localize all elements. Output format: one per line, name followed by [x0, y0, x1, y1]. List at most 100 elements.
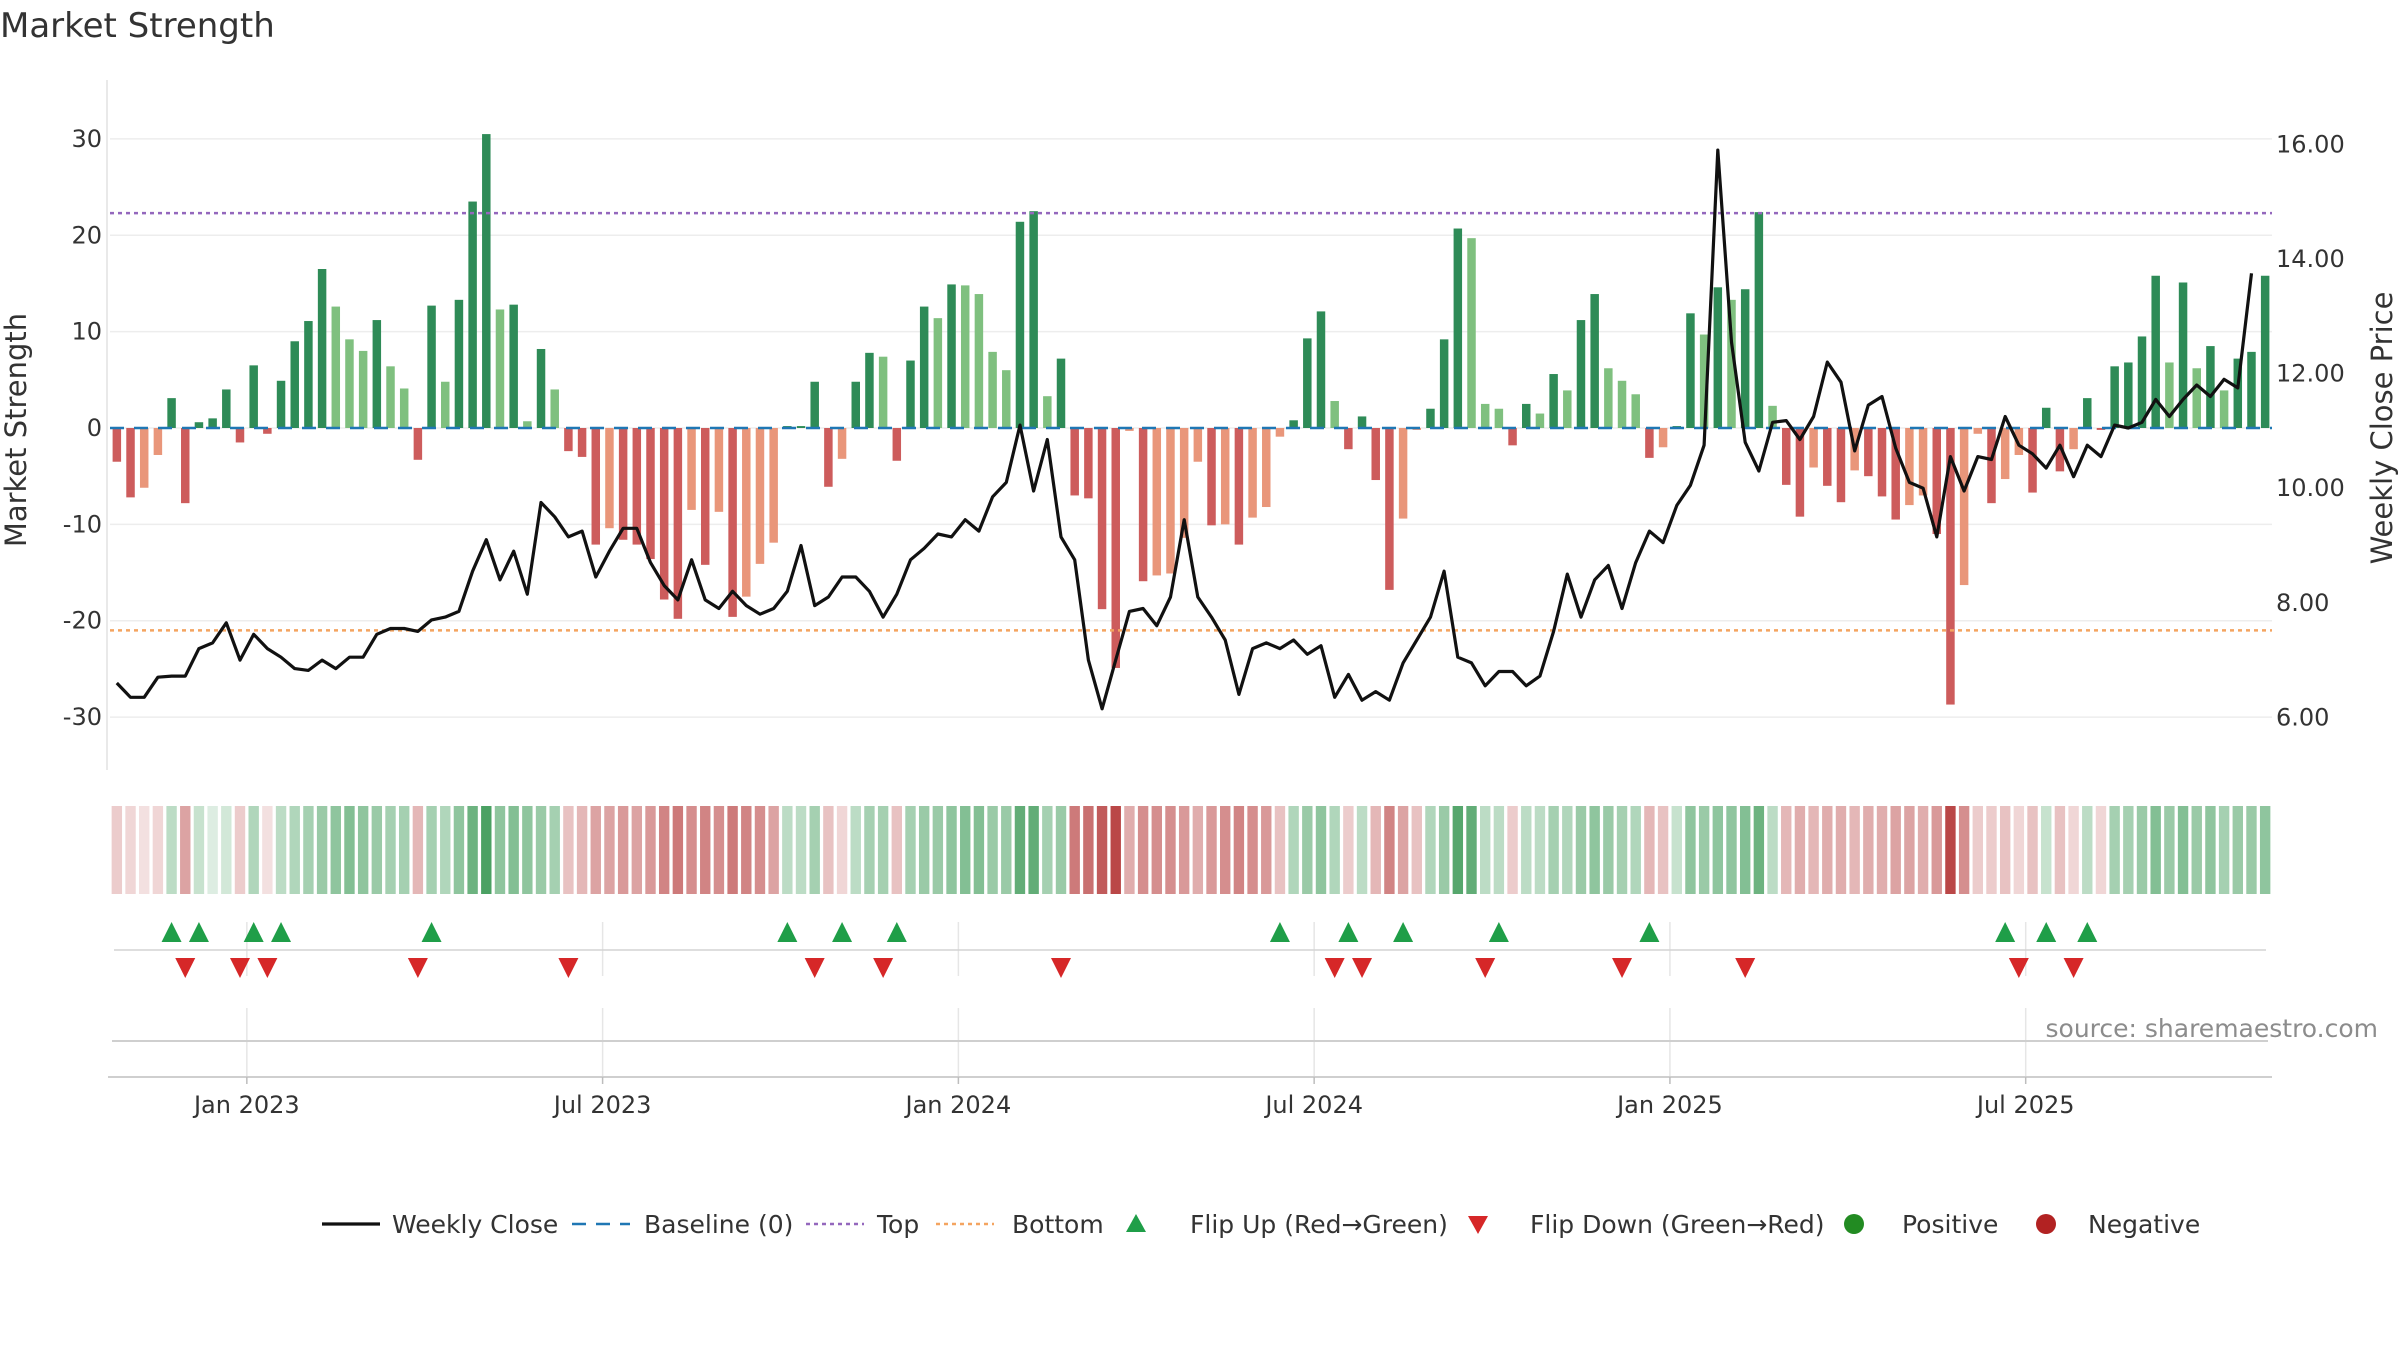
- strength-bar: [1809, 428, 1818, 468]
- strength-strip-cell: [426, 806, 437, 894]
- strength-strip-cell: [946, 806, 957, 894]
- strength-bar: [1234, 428, 1244, 545]
- strength-strip-cell: [782, 806, 793, 894]
- strength-bar: [1699, 334, 1709, 428]
- strength-strip-cell: [1220, 806, 1231, 894]
- strength-strip-cell: [1001, 806, 1012, 894]
- strength-bar: [1166, 428, 1175, 574]
- strength-strip-cell: [1479, 806, 1491, 894]
- strength-bar: [441, 381, 450, 428]
- strength-strip-cell: [1712, 806, 1724, 894]
- x-tick-label: Jan 2025: [1615, 1091, 1723, 1119]
- flip-down-marker: [407, 958, 428, 978]
- strength-strip-cell: [453, 806, 465, 894]
- legend-swatch-positive: [1844, 1214, 1864, 1234]
- strength-strip-cell: [1986, 806, 1997, 894]
- strength-strip-cell: [1192, 806, 1204, 894]
- strength-bar: [194, 422, 204, 428]
- strength-bar: [755, 428, 765, 564]
- legend-label: Top: [876, 1210, 919, 1239]
- strength-strip-cell: [111, 806, 123, 894]
- strength-bar: [865, 352, 874, 428]
- strength-strip-cell: [590, 806, 601, 894]
- strength-bar: [112, 428, 122, 462]
- strength-bar: [1740, 289, 1750, 428]
- strength-bar: [933, 318, 943, 428]
- legend-item-flip_down: Flip Down (Green→Red): [1468, 1210, 1825, 1239]
- strength-bar: [222, 389, 231, 428]
- strength-bar: [618, 428, 628, 540]
- flip-up-marker: [243, 922, 264, 942]
- strength-strip-cell: [1343, 806, 1354, 894]
- strength-bar: [632, 428, 642, 545]
- strength-bar: [2178, 282, 2188, 428]
- strength-bar: [2219, 390, 2229, 428]
- strength-bar: [1576, 320, 1586, 428]
- strength-bar: [605, 428, 614, 529]
- strength-strip-cell: [385, 806, 396, 894]
- strength-strip-cell: [1096, 806, 1108, 894]
- strength-strip-cell: [1055, 806, 1067, 894]
- flip-up-marker: [188, 922, 209, 942]
- flip-down-marker: [2063, 958, 2084, 978]
- strength-bar: [1125, 428, 1134, 431]
- strength-strip-cell: [727, 806, 738, 894]
- strength-bar: [1932, 428, 1941, 534]
- strength-strip-cell: [563, 806, 574, 894]
- strength-strip-cell: [1014, 806, 1026, 894]
- legend-item-line: Weekly Close: [322, 1210, 558, 1239]
- strength-strip-cell: [494, 806, 506, 894]
- weekly-close-line: [115, 148, 2254, 711]
- strength-bar: [139, 428, 149, 488]
- strength-bar: [1152, 428, 1162, 576]
- strength-strip-cell: [1671, 806, 1682, 894]
- strength-strip-cell: [1945, 806, 1956, 894]
- strength-strip-cell: [2027, 806, 2038, 894]
- strength-bar: [1877, 428, 1887, 497]
- strength-strip-cell: [221, 806, 232, 894]
- strength-strip-cell: [139, 806, 150, 894]
- strength-bar: [878, 356, 888, 428]
- strength-bar: [2055, 428, 2065, 472]
- strength-strip-cell: [1726, 806, 1737, 894]
- strength-bar: [1357, 416, 1367, 428]
- strength-bar: [2192, 368, 2201, 428]
- strength-bar: [673, 428, 683, 619]
- left-tick-label: 20: [71, 221, 102, 249]
- legend-label: Negative: [2088, 1210, 2200, 1239]
- strength-strip-cell: [905, 806, 916, 894]
- strength-strip-cell: [1698, 806, 1710, 894]
- strength-strip-cell: [2191, 806, 2202, 894]
- strength-bar: [1248, 428, 1257, 518]
- flip-up-marker: [1338, 922, 1359, 942]
- strength-strip-cell: [1425, 806, 1436, 894]
- strength-bar: [1070, 428, 1079, 496]
- strength-strip-cell: [467, 806, 478, 894]
- strength-bar: [1713, 287, 1723, 428]
- flip-down-marker: [558, 958, 579, 978]
- strength-strip-cell: [1739, 806, 1751, 894]
- flip-up-marker: [1393, 922, 1414, 942]
- strength-strip-cell: [262, 806, 273, 894]
- strength-strip-cell: [877, 806, 889, 894]
- strength-strip-cell: [1904, 806, 1915, 894]
- strength-bar: [1193, 428, 1203, 462]
- strength-strip-cell: [960, 806, 971, 894]
- x-tick-label: Jan 2023: [192, 1091, 300, 1119]
- strength-bar: [276, 380, 286, 428]
- strength-bar: [181, 428, 190, 504]
- strength-bar: [1043, 396, 1052, 428]
- strength-bar: [290, 341, 299, 428]
- strength-bar: [2110, 366, 2119, 428]
- strength-bar: [1973, 428, 1983, 434]
- strength-strip-cell: [768, 806, 779, 894]
- flip-down-marker: [873, 958, 894, 978]
- strength-strip-cell: [631, 806, 643, 894]
- strength-bar: [1686, 313, 1695, 428]
- legend-label: Positive: [1902, 1210, 1998, 1239]
- strength-bar: [2233, 358, 2243, 428]
- strength-strip-cell: [2013, 806, 2025, 894]
- strength-strip-cell: [2150, 806, 2161, 894]
- flip-up-marker: [1639, 922, 1660, 942]
- strength-strip-cell: [2246, 806, 2257, 894]
